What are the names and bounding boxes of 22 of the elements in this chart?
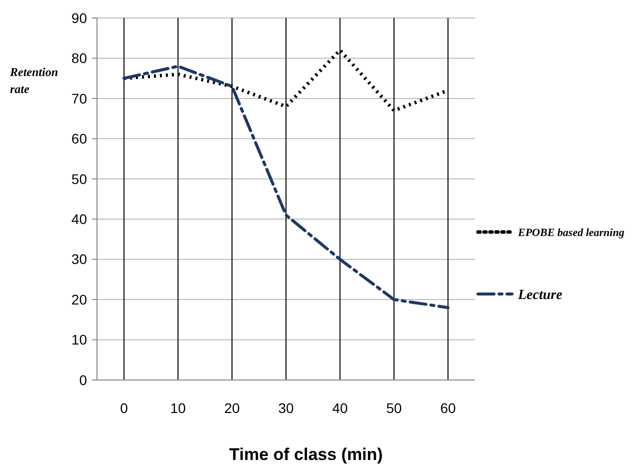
x-tick-label: 40 (332, 400, 348, 416)
line-series (122, 64, 450, 310)
y-tick-label: 40 (71, 211, 88, 228)
x-tick-label: 50 (386, 400, 402, 416)
x-tick-label: 0 (120, 400, 128, 416)
y-tick-label: 90 (71, 10, 88, 26)
x-tick-label: 10 (170, 400, 186, 416)
legend-label: EPOBE based learning (517, 226, 625, 239)
y-tick-label: 0 (79, 372, 88, 388)
y-tick-label: 70 (71, 90, 88, 106)
legend-label: Lecture (517, 288, 562, 303)
y-tick-label: 30 (71, 251, 88, 268)
y-tick-label: 10 (71, 332, 88, 348)
x-tick-label: 30 (278, 400, 294, 416)
y-tick-label: 80 (71, 50, 88, 66)
x-axis-title: Time of class (min) (229, 445, 383, 464)
x-tick-label: 20 (224, 400, 240, 416)
x-tick-label: 60 (440, 400, 456, 416)
y-tick-label: 20 (71, 291, 88, 308)
y-axis-title: Retention rate (9, 65, 58, 96)
y-tick-label: 60 (71, 130, 88, 147)
y-tick-label: 50 (71, 170, 88, 187)
